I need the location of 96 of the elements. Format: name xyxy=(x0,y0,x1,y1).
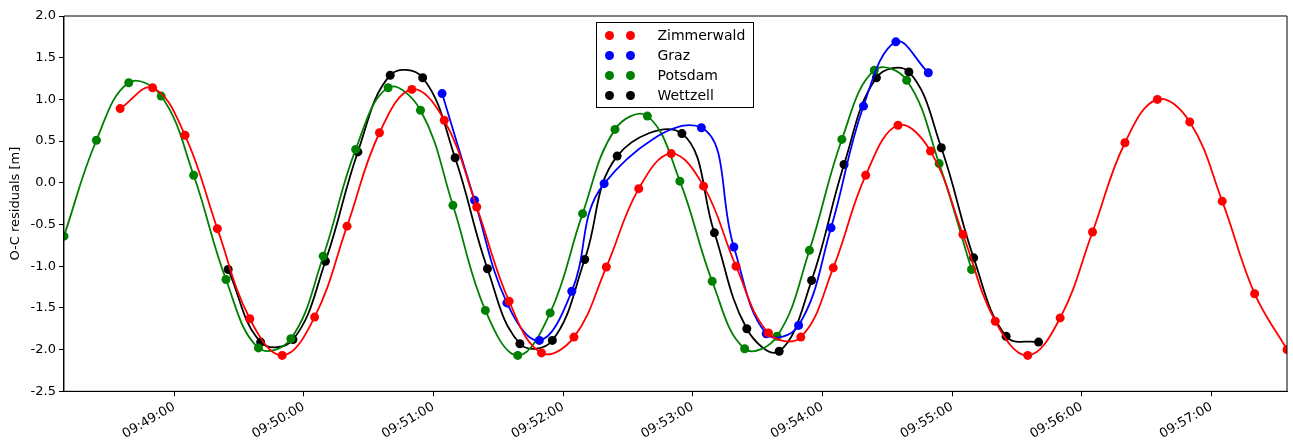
point xyxy=(569,332,579,342)
point xyxy=(534,335,544,345)
point xyxy=(1152,94,1162,104)
point xyxy=(407,84,417,94)
point xyxy=(515,339,525,349)
point xyxy=(740,344,750,354)
point xyxy=(925,146,935,156)
point xyxy=(115,104,125,114)
point xyxy=(601,262,611,272)
point xyxy=(828,263,838,273)
point xyxy=(221,275,231,285)
y-axis-title: O-C residuals [m] xyxy=(7,146,23,261)
y-tick-label: 0.5 xyxy=(35,132,56,148)
y-tick-label: 0.0 xyxy=(35,174,56,190)
point xyxy=(189,170,199,180)
point xyxy=(796,332,806,342)
y-tick-label: -2.5 xyxy=(30,382,56,398)
point xyxy=(826,223,836,233)
point xyxy=(1185,117,1195,127)
point xyxy=(804,245,814,255)
point xyxy=(1217,196,1227,206)
point xyxy=(902,75,912,85)
point xyxy=(418,73,428,83)
point xyxy=(904,67,914,77)
point xyxy=(923,68,933,78)
point xyxy=(891,37,901,47)
point xyxy=(1250,289,1260,299)
legend-label: Potsdam xyxy=(657,66,718,85)
point xyxy=(990,316,1000,326)
point xyxy=(310,312,320,322)
point xyxy=(837,134,847,144)
point xyxy=(567,286,577,296)
point xyxy=(482,264,492,274)
y-tick-label: 1.0 xyxy=(35,90,56,106)
point xyxy=(277,350,287,360)
legend-label: Graz xyxy=(657,46,691,65)
point xyxy=(677,129,687,139)
point xyxy=(385,70,395,80)
point xyxy=(318,251,328,261)
point xyxy=(383,83,393,93)
point xyxy=(794,320,804,330)
point xyxy=(642,111,652,121)
point xyxy=(212,224,222,234)
y-tick-label: -2.0 xyxy=(30,340,56,356)
point xyxy=(148,83,158,93)
point xyxy=(709,228,719,238)
point xyxy=(374,128,384,138)
point xyxy=(1088,227,1098,237)
point xyxy=(696,123,706,133)
point xyxy=(958,230,968,240)
y-tick-label: -0.5 xyxy=(30,215,56,231)
point xyxy=(450,153,460,163)
point xyxy=(415,105,425,115)
point xyxy=(742,324,752,334)
point xyxy=(774,346,784,356)
point xyxy=(1055,313,1065,323)
y-tick-label: 2.0 xyxy=(35,7,56,23)
point xyxy=(124,78,134,88)
point xyxy=(936,143,946,153)
point xyxy=(448,200,458,210)
y-tick-label: 1.5 xyxy=(35,49,56,65)
point xyxy=(599,179,609,189)
point xyxy=(1120,138,1130,148)
point xyxy=(1023,350,1033,360)
y-tick-label: -1.5 xyxy=(30,299,56,315)
point xyxy=(342,221,352,231)
point xyxy=(634,184,644,194)
point xyxy=(253,343,263,353)
point xyxy=(545,308,555,318)
point xyxy=(547,335,557,345)
point xyxy=(893,120,903,130)
legend-label: Wettzell xyxy=(657,86,714,105)
point xyxy=(439,115,449,125)
point xyxy=(807,275,817,285)
legend-label: Zimmerwald xyxy=(657,26,746,45)
point xyxy=(612,151,622,161)
point xyxy=(180,130,190,140)
point xyxy=(675,176,685,186)
point xyxy=(731,261,741,271)
point xyxy=(91,135,101,145)
point xyxy=(245,314,255,324)
point xyxy=(513,350,523,360)
point xyxy=(699,181,709,191)
point xyxy=(666,149,676,159)
point xyxy=(859,101,868,111)
point xyxy=(472,202,482,212)
point xyxy=(729,242,739,252)
point xyxy=(480,305,490,315)
point xyxy=(537,348,547,358)
point xyxy=(707,276,717,286)
point xyxy=(578,209,588,219)
point xyxy=(437,89,447,99)
point xyxy=(610,124,620,134)
y-tick-label: -1.0 xyxy=(30,257,56,273)
point xyxy=(1034,337,1044,347)
point xyxy=(861,170,871,180)
